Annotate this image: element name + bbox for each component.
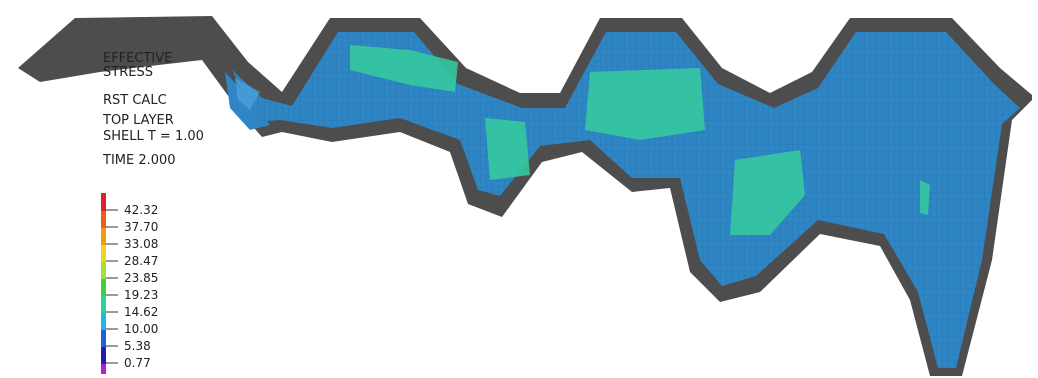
legend-label: 37.70: [124, 220, 158, 234]
legend-label: 28.47: [124, 254, 158, 268]
legend-swatch: [101, 211, 106, 228]
legend-label: 5.38: [124, 339, 151, 353]
legend-swatch: [101, 347, 106, 364]
plot-label: SHELL T = 1.00: [103, 129, 204, 144]
legend-label: 19.23: [124, 288, 158, 302]
plot-label: EFFECTIVE: [103, 51, 172, 66]
legend-label: 33.08: [124, 237, 158, 251]
legend-label: 42.32: [124, 203, 158, 217]
stress-plot: EFFECTIVESTRESS RST CALC TOP LAYERSHELL T …: [0, 0, 1038, 378]
legend-label: 23.85: [124, 271, 158, 285]
legend-swatch: [101, 262, 106, 279]
legend-swatch: [101, 279, 106, 296]
plot-label: TOP LAYER: [102, 113, 174, 128]
legend-swatch: [101, 228, 106, 245]
stress-patch: [485, 118, 530, 180]
plot-label: TIME 2.000: [102, 153, 176, 168]
legend-swatch: [101, 313, 106, 330]
legend-label: 10.00: [124, 322, 158, 336]
legend-swatch: [101, 364, 106, 374]
legend: 42.32 37.70 33.08 28.47 23.85 19.23 14.62 10.00…: [101, 193, 158, 374]
plot-label: STRESS: [103, 65, 153, 80]
legend-swatch: [101, 330, 106, 347]
legend-swatch: [101, 296, 106, 313]
legend-label: 0.77: [124, 356, 151, 370]
legend-swatch: [101, 245, 106, 262]
plot-label: RST CALC: [103, 93, 167, 108]
stress-patch: [585, 68, 705, 140]
legend-label: 14.62: [124, 305, 158, 319]
legend-swatch: [101, 193, 106, 211]
